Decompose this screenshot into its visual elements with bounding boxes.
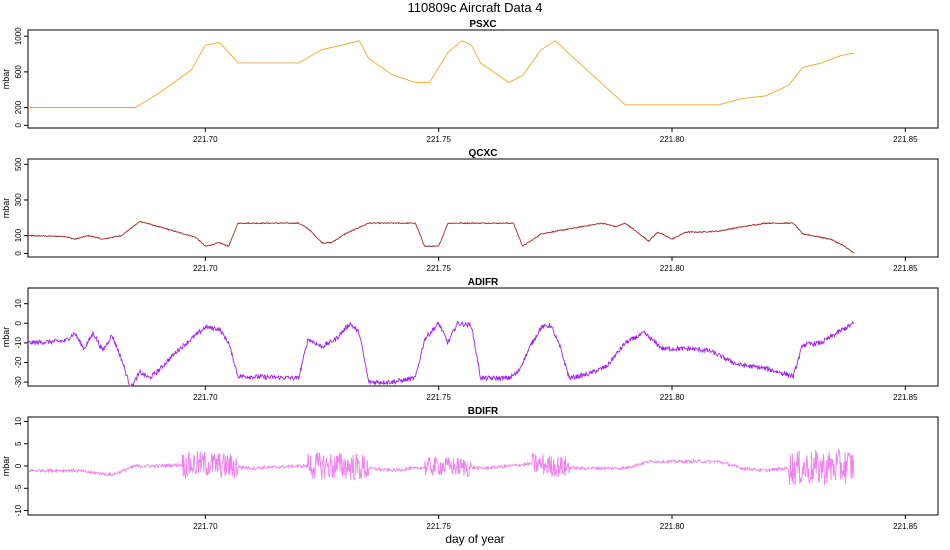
plot-frame (27, 29, 939, 129)
x-tick-label: 221.85 (893, 522, 918, 531)
y-tick-label: 500 (14, 157, 23, 171)
x-tick-label: 221.80 (660, 264, 685, 273)
y-tick-label: 0 (14, 251, 23, 256)
panel-title: ADIFR (468, 277, 499, 288)
y-tick-label: -20 (14, 356, 23, 368)
y-tick-label: 5 (14, 441, 23, 446)
figure-title: 110809c Aircraft Data 4 (408, 0, 543, 15)
y-tick-label: 300 (14, 193, 23, 207)
y-tick-label: 100 (14, 228, 23, 242)
x-tick-label: 221.75 (426, 393, 451, 402)
x-tick-label: 221.80 (660, 522, 685, 531)
y-axis-label: mbar (1, 198, 11, 219)
series-line-qcxc (27, 220, 855, 254)
y-axis-label: mbar (1, 327, 11, 348)
x-tick-label: 221.75 (426, 264, 451, 273)
y-axis-label: mbar (1, 69, 11, 90)
panel-title: PSXC (469, 19, 496, 30)
y-tick-label: 0 (14, 321, 23, 326)
panel-title: QCXC (469, 148, 498, 159)
x-tick-label: 221.80 (660, 135, 685, 144)
series-line-psxc (28, 40, 855, 108)
panel-qcxc: QCXC mbar 0 100 300 500 221.70 221.75 221.80 221.… (1, 148, 939, 273)
x-tick-label: 221.85 (893, 393, 918, 402)
y-tick-label: -30 (14, 376, 23, 388)
panel-bdifr: BDIFR mbar -10 -5 0 5 10 221.70 221.75 221.80 221.… (1, 406, 939, 531)
y-axis-label: mbar (1, 456, 11, 477)
panel-psxc: PSXC mbar 0 200 600 1000 221.70 221.75 221.80 221… (1, 19, 939, 144)
y-tick-label: 600 (14, 65, 23, 79)
y-tick-label: 0 (14, 463, 23, 468)
y-tick-label: 200 (14, 100, 23, 114)
x-tick-label: 221.70 (193, 393, 218, 402)
x-tick-label: 221.75 (426, 522, 451, 531)
x-tick-label: 221.75 (426, 135, 451, 144)
panel-title: BDIFR (468, 406, 499, 417)
x-tick-label: 221.70 (193, 264, 218, 273)
series-line-adifr (27, 320, 855, 388)
panel-adifr: ADIFR mbar -30 -20 -10 0 10 221.70 221.75 221.80 2… (1, 277, 939, 402)
plot-frame (27, 287, 939, 387)
y-tick-label: -10 (14, 337, 23, 349)
series-line-bdifr (27, 448, 855, 486)
y-tick-label: -5 (14, 484, 23, 492)
x-tick-label: 221.70 (193, 135, 218, 144)
x-tick-label: 221.85 (893, 264, 918, 273)
y-tick-label: -10 (14, 504, 23, 516)
y-tick-label: 1000 (14, 27, 23, 45)
x-tick-label: 221.80 (660, 393, 685, 402)
x-axis-label: day of year (445, 532, 504, 546)
plot-frame (27, 158, 939, 258)
y-tick-label: 10 (14, 416, 23, 425)
x-tick-label: 221.70 (193, 522, 218, 531)
y-tick-label: 0 (14, 123, 23, 128)
y-tick-label: 10 (14, 299, 23, 308)
x-tick-label: 221.85 (893, 135, 918, 144)
